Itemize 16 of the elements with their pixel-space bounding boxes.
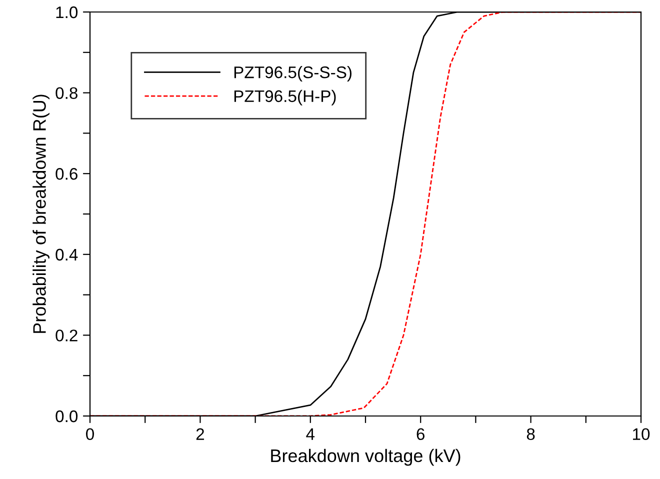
y-tick-label: 0.2 bbox=[56, 330, 78, 342]
legend-label: PZT96.5(H-P) bbox=[234, 90, 336, 106]
x-tick-label: 2 bbox=[196, 428, 204, 440]
x-tick-label: 8 bbox=[526, 428, 535, 440]
y-tick-label: 0.8 bbox=[56, 87, 78, 100]
x-tick-label: 4 bbox=[306, 428, 315, 440]
y-tick-label: 0.4 bbox=[56, 248, 78, 261]
y-tick-label: 0.0 bbox=[56, 410, 78, 422]
y-tick-label: 0.6 bbox=[56, 168, 78, 180]
legend-label: PZT96.5(S-S-S) bbox=[234, 66, 352, 82]
x-tick-label: 10 bbox=[633, 428, 650, 440]
x-tick-label: 6 bbox=[416, 428, 424, 440]
y-tick-label: 1.0 bbox=[56, 6, 78, 18]
x-axis-title: Breakdown voltage (kV) bbox=[271, 448, 460, 466]
y-axis-title: Probability of breakdown R(U) bbox=[32, 94, 50, 333]
x-tick-label: 0 bbox=[86, 428, 94, 440]
